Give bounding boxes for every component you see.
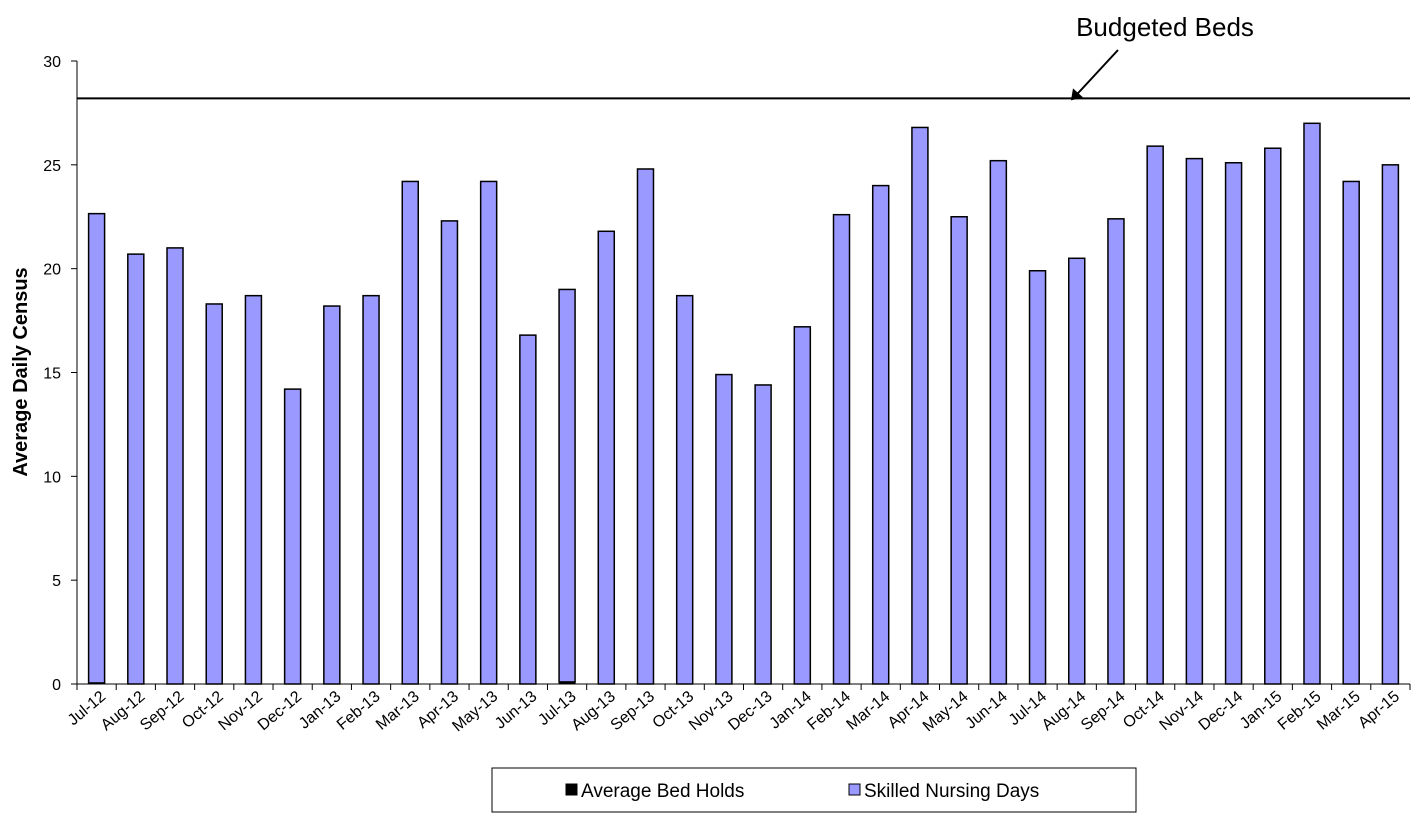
bar-skilled-nursing-days <box>87 212 106 684</box>
arrow-head <box>1071 88 1083 101</box>
bar-skilled-nursing-days <box>362 294 380 685</box>
plot-area <box>76 61 1410 685</box>
arrow-shaft <box>1075 49 1119 97</box>
x-tick-label: Dec-12 <box>255 688 306 734</box>
bar-skilled-nursing-days <box>636 168 655 685</box>
bar-skilled-nursing-days <box>911 126 929 685</box>
y-axis: 0 5 10 15 20 25 30 <box>43 54 77 694</box>
x-tick-label: Apr-15 <box>1355 688 1403 732</box>
legend-swatch-bed-holds <box>565 783 578 796</box>
x-tick-label: Feb-15 <box>1275 688 1325 734</box>
y-tick-label: 5 <box>52 573 61 590</box>
bar-skilled-nursing-days <box>793 326 812 685</box>
x-tick-label: Feb-13 <box>334 688 384 734</box>
x-tick-label: Sep-12 <box>137 688 188 734</box>
x-tick-label: Aug-13 <box>568 688 619 734</box>
legend-label-skilled-nursing: Skilled Nursing Days <box>864 781 1039 802</box>
y-tick-label: 30 <box>43 54 61 71</box>
x-tick-label: May-13 <box>449 688 501 735</box>
y-tick-label: 10 <box>43 469 61 486</box>
x-tick-label: Feb-14 <box>804 688 854 734</box>
bar-skilled-nursing-days <box>1224 162 1243 685</box>
budgeted-beds-annotation: Budgeted Beds <box>1076 12 1254 42</box>
legend-swatch-skilled-nursing <box>848 783 861 796</box>
bar-skilled-nursing-days <box>283 388 302 685</box>
bar-skilled-nursing-days <box>1028 269 1047 685</box>
bar-skilled-nursing-days <box>597 230 616 685</box>
bar-skilled-nursing-days <box>1342 180 1360 685</box>
bar-skilled-nursing-days <box>1146 145 1164 685</box>
annotation-arrow <box>1071 49 1119 101</box>
bar-skilled-nursing-days <box>871 184 890 685</box>
bar-skilled-nursing-days <box>244 294 263 685</box>
bar-skilled-nursing-days <box>205 303 223 685</box>
x-tick-label: May-14 <box>920 688 972 735</box>
bar-skilled-nursing-days <box>754 384 772 685</box>
y-tick-label: 15 <box>43 366 61 383</box>
bar-skilled-nursing-days <box>323 305 341 685</box>
bar-skilled-nursing-days <box>1303 122 1321 685</box>
bars <box>87 122 1400 685</box>
bar-skilled-nursing-days <box>1381 164 1400 685</box>
bar-skilled-nursing-days <box>127 253 145 685</box>
x-tick-label: Dec-13 <box>725 688 776 734</box>
x-tick-label: Nov-13 <box>686 688 737 734</box>
x-tick-label: Mar-13 <box>373 688 423 734</box>
bar-skilled-nursing-days <box>1068 257 1086 685</box>
bar-skilled-nursing-days <box>1185 157 1204 685</box>
x-tick-label: Dec-14 <box>1196 688 1247 734</box>
bar-skilled-nursing-days <box>519 334 537 685</box>
bar-skilled-nursing-days <box>950 216 968 685</box>
bar-skilled-nursing-days <box>675 294 694 685</box>
x-tick-label: Mar-14 <box>844 688 894 734</box>
x-tick-label: Nov-14 <box>1157 688 1208 734</box>
y-axis-label: Average Daily Census <box>10 267 32 476</box>
bar-skilled-nursing-days <box>166 247 184 685</box>
x-tick-label: Aug-12 <box>98 688 149 734</box>
x-axis: Jul-12Aug-12Sep-12Oct-12Nov-12Dec-12Jan-… <box>65 684 1411 735</box>
bar-skilled-nursing-days <box>401 180 419 685</box>
bar-skilled-nursing-days <box>558 288 576 683</box>
legend: Average Bed Holds Skilled Nursing Days <box>491 767 1137 813</box>
legend-label-bed-holds: Average Bed Holds <box>581 781 744 802</box>
x-tick-label: Jun-14 <box>963 688 1011 733</box>
bar-skilled-nursing-days <box>989 159 1008 685</box>
bar-skilled-nursing-days <box>1264 147 1282 685</box>
x-tick-label: Mar-15 <box>1314 688 1364 734</box>
y-tick-label: 25 <box>43 158 61 175</box>
x-tick-label: Nov-12 <box>216 688 267 734</box>
bar-skilled-nursing-days <box>832 213 851 685</box>
bar-skilled-nursing-days <box>479 180 498 685</box>
y-tick-label: 0 <box>52 677 61 694</box>
bar-skilled-nursing-days <box>440 220 459 685</box>
x-tick-label: Sep-13 <box>608 688 659 734</box>
bar-skilled-nursing-days <box>715 373 733 685</box>
x-tick-label: Sep-14 <box>1078 688 1129 734</box>
y-tick-label: 20 <box>43 262 61 279</box>
x-tick-label: Jun-13 <box>492 688 540 733</box>
legend-box <box>491 767 1137 813</box>
bar-skilled-nursing-days <box>1107 218 1125 685</box>
x-tick-label: Aug-14 <box>1039 688 1090 734</box>
